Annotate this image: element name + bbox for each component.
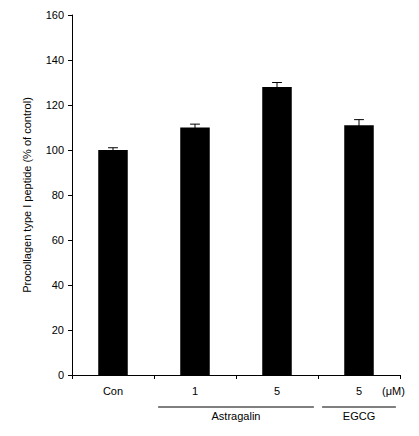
svg-text:Con: Con xyxy=(103,385,123,397)
svg-text:1: 1 xyxy=(192,385,198,397)
svg-text:5: 5 xyxy=(356,385,362,397)
svg-text:20: 20 xyxy=(52,324,64,336)
svg-text:100: 100 xyxy=(46,144,64,156)
svg-text:160: 160 xyxy=(46,9,64,21)
svg-text:Astragalin: Astragalin xyxy=(212,410,261,422)
svg-text:140: 140 xyxy=(46,54,64,66)
svg-text:EGCG: EGCG xyxy=(343,410,375,422)
svg-text:120: 120 xyxy=(46,99,64,111)
svg-text:0: 0 xyxy=(58,369,64,381)
svg-text:Procollagen type I peptide (%: Procollagen type I peptide (% of control… xyxy=(21,97,33,293)
svg-text:80: 80 xyxy=(52,189,64,201)
svg-text:60: 60 xyxy=(52,234,64,246)
svg-text:(μM): (μM) xyxy=(382,385,405,397)
svg-text:40: 40 xyxy=(52,279,64,291)
svg-text:5: 5 xyxy=(274,385,280,397)
